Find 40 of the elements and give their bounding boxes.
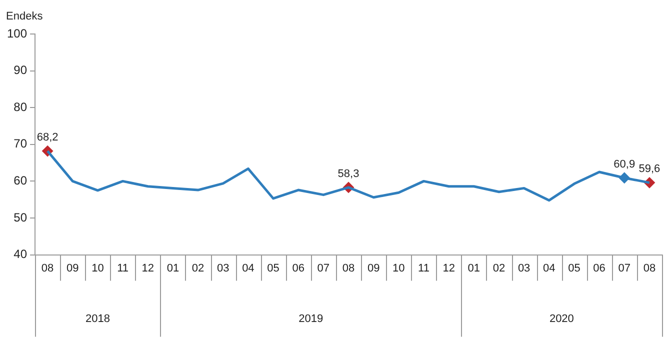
data-label: 58,3 <box>338 168 360 180</box>
x-tick-label: 02 <box>492 262 506 274</box>
x-tick-label: 04 <box>543 262 556 274</box>
y-tick-label: 90 <box>14 63 28 78</box>
x-tick-label: 06 <box>292 262 304 274</box>
x-tick-label: 05 <box>568 262 580 274</box>
x-tick-label: 07 <box>618 262 631 274</box>
x-tick-label: 08 <box>643 262 656 274</box>
x-tick-label: 01 <box>166 262 180 274</box>
x-tick-label: 09 <box>66 262 79 274</box>
x-tick-label: 05 <box>267 262 280 274</box>
data-label: 68,2 <box>36 132 58 144</box>
x-tick-label: 08 <box>41 262 54 274</box>
x-tick-label: 08 <box>342 262 355 274</box>
x-tick-label: 07 <box>317 262 330 274</box>
x-tick-label: 11 <box>418 262 430 274</box>
x-tick-label: 11 <box>117 262 129 274</box>
x-tick-label: 12 <box>442 262 455 274</box>
x-tick-label: 02 <box>192 262 204 274</box>
x-tick-label: 01 <box>468 262 480 274</box>
x-tick-label: 12 <box>142 262 154 274</box>
y-tick-label: 70 <box>14 136 28 151</box>
x-tick-label: 03 <box>518 262 530 274</box>
text: 2019 <box>298 312 324 325</box>
x-tick-label: 10 <box>392 262 405 274</box>
y-tick-label: 50 <box>14 210 28 224</box>
text: 2020 <box>549 312 574 325</box>
y-tick-label: 60 <box>14 174 28 188</box>
data-label: 60,9 <box>614 158 636 170</box>
y-axis-title: Endeks <box>6 10 44 23</box>
text: 2018 <box>85 312 110 325</box>
y-tick-label: 40 <box>14 247 28 262</box>
y-tick-label: 80 <box>14 100 28 114</box>
x-tick-label: 03 <box>216 262 230 274</box>
x-tick-label: 06 <box>593 262 606 274</box>
x-tick-label: 04 <box>242 262 254 274</box>
data-label: 59,6 <box>638 163 660 176</box>
x-tick-label: 10 <box>92 262 104 274</box>
x-tick-label: 09 <box>367 262 380 274</box>
y-tick-label: 100 <box>6 26 28 40</box>
